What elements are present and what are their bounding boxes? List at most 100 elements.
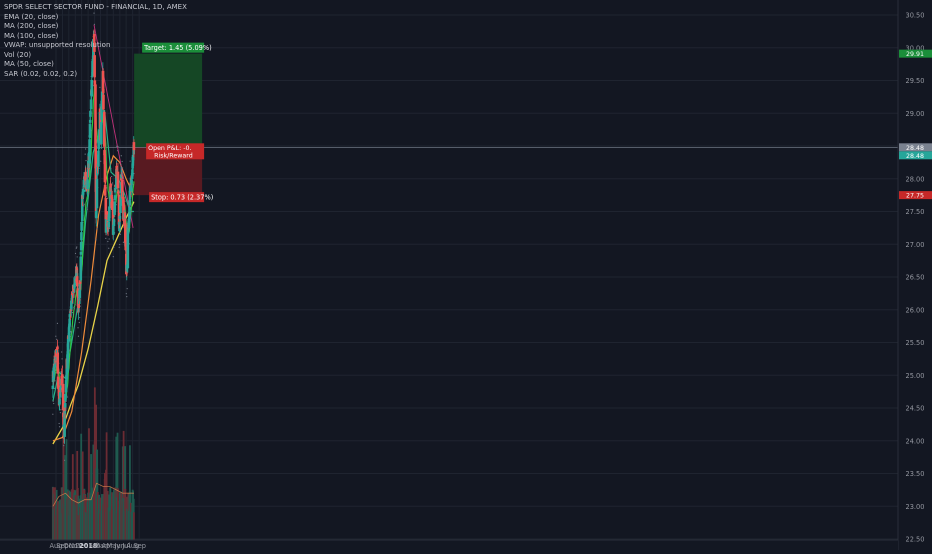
sar-dot — [73, 308, 75, 310]
candle-body — [118, 215, 122, 220]
sar-dot — [63, 444, 65, 447]
candle-body — [61, 383, 65, 411]
price-tick-label: 26.00 — [906, 306, 925, 314]
time-tick-label: May — [107, 542, 121, 550]
candle-body — [89, 110, 92, 117]
sar-dot — [120, 155, 122, 157]
time-tick-label: Sep — [56, 542, 68, 550]
candle-body — [127, 221, 130, 229]
sar-dot — [83, 205, 85, 207]
volume-bar — [80, 433, 83, 542]
sar-dot — [86, 207, 88, 209]
sar-dot — [70, 332, 72, 334]
sar-dot — [125, 293, 127, 295]
candle-body — [122, 196, 125, 220]
target-price-label: 29.91 — [906, 51, 924, 58]
sar-dot — [99, 86, 101, 88]
sar-dot — [124, 200, 126, 202]
sar-dot — [120, 163, 122, 166]
sar-dot — [119, 233, 122, 235]
candle-body — [68, 314, 72, 318]
risk-reward-label: Risk/Reward — [154, 152, 193, 159]
price-tick-label: 29.00 — [906, 110, 925, 118]
candle-body — [78, 280, 82, 284]
candle-body — [108, 206, 111, 219]
candle-body — [95, 211, 98, 219]
candle-body — [119, 182, 123, 194]
time-tick-label: Dec — [75, 542, 88, 550]
candle-body — [124, 223, 127, 243]
sar-dot — [76, 256, 78, 258]
candle-body — [75, 276, 79, 287]
candle-body — [104, 218, 108, 233]
sar-dot — [56, 338, 58, 340]
price-tick-label: 29.50 — [906, 77, 925, 85]
candle-body — [56, 368, 60, 374]
sar-dot — [71, 325, 73, 327]
candle-body — [51, 385, 55, 390]
candle-body — [61, 374, 64, 385]
time-tick-label: Mar — [94, 542, 107, 550]
candle-body — [105, 211, 108, 216]
volume-bar — [81, 451, 84, 542]
candle-body — [90, 79, 93, 97]
candle-body — [125, 253, 128, 275]
legend: SPDR SELECT SECTOR FUND - FINANCIAL, 1D,… — [4, 3, 187, 79]
price-tick-label: 27.00 — [906, 241, 925, 249]
sar-dot — [53, 402, 55, 405]
volume-bar — [62, 432, 65, 542]
sar-dot — [60, 409, 62, 411]
candle-body — [101, 70, 105, 91]
time-tick-label: Apr — [102, 542, 114, 550]
sar-dot — [121, 167, 124, 169]
sar-dot — [122, 241, 125, 243]
candle-body — [94, 145, 97, 169]
volume-bar — [105, 432, 108, 542]
target-zone — [134, 53, 203, 148]
avg-price-tag — [899, 151, 932, 160]
sar-dot — [61, 351, 63, 353]
candle-body — [102, 94, 105, 110]
candle-body — [92, 34, 96, 42]
price-tick-label: 23.50 — [906, 470, 925, 478]
time-tick-label: Feb — [89, 542, 101, 550]
sar-dot — [109, 163, 111, 165]
candle-body — [79, 251, 83, 255]
candle-body — [132, 142, 136, 151]
candle-body — [95, 179, 99, 209]
candle-body — [108, 196, 112, 209]
sar-dot — [110, 167, 112, 170]
sar-dot — [95, 239, 97, 241]
candle-body — [104, 198, 108, 220]
candle-body — [94, 84, 97, 148]
time-tick-label: Oct — [63, 542, 75, 550]
sar-dot — [131, 199, 133, 201]
sar-dot — [117, 145, 119, 148]
candle-body — [89, 99, 93, 110]
sar-dot — [112, 256, 114, 258]
candle-body — [93, 55, 96, 78]
time-tick-label: Aug — [126, 542, 139, 550]
sar-dot — [74, 303, 76, 306]
sar-dot — [87, 192, 90, 195]
volume-ma-line — [52, 482, 134, 507]
legend-ema20: EMA (20, close) — [4, 12, 59, 21]
price-tick-label: 30.00 — [906, 44, 925, 52]
time-tick-label: Aug — [50, 542, 63, 550]
candle-body — [78, 289, 82, 298]
sar-dot — [76, 246, 78, 248]
price-tick-label: 25.00 — [906, 372, 925, 380]
sar-dot — [111, 175, 113, 178]
candle-body — [103, 112, 106, 147]
sar-dot — [53, 387, 56, 389]
candle-body — [91, 61, 94, 77]
volume-bar — [133, 512, 135, 542]
sar-dot — [113, 246, 115, 249]
candle-body — [80, 232, 83, 241]
candle-body — [93, 42, 96, 52]
sar-dot — [129, 160, 131, 162]
candle-body — [108, 208, 111, 210]
trendline — [93, 24, 134, 228]
